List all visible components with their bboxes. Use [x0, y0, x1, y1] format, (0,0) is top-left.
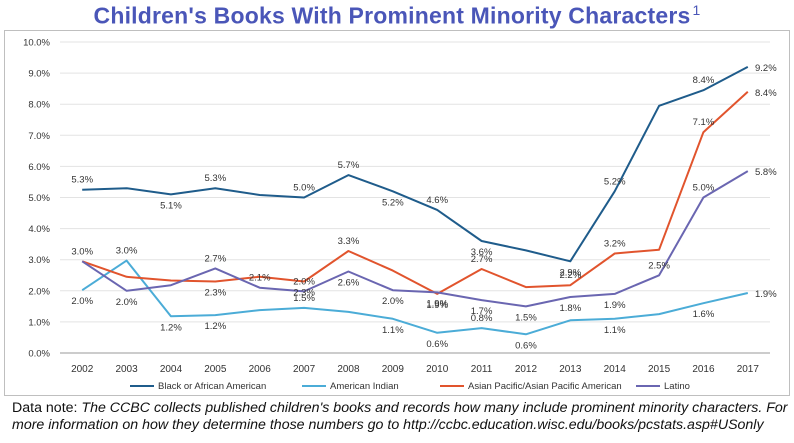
data-label: 0.6%	[515, 340, 537, 351]
x-tick-label: 2002	[71, 364, 94, 375]
series-lines	[81, 66, 749, 336]
y-tick-label: 7.0%	[28, 131, 50, 142]
data-label: 1.7%	[471, 306, 493, 317]
data-note-body: The CCBC collects published children's b…	[12, 400, 788, 433]
data-label: 2.0%	[382, 296, 404, 307]
data-label: 1.2%	[160, 322, 182, 333]
x-tick-label: 2004	[160, 364, 183, 375]
data-label: 1.8%	[559, 303, 581, 314]
x-axis-tick-labels: 2002 2003 2004 2005 2006 2007 2008 2009 2010 2011…	[71, 364, 759, 375]
data-labels: 5.3% 5.1% 5.3% 5.0% 5.7% 5.2% 4.6% 3.6% 2.9% 5.2%…	[71, 63, 777, 351]
line-chart: 0.0% 1.0% 2.0% 3.0% 4.0% 5.0% 6.0% 7.0% 8.0% 9.0%…	[23, 38, 777, 393]
data-label: 1.6%	[693, 309, 715, 320]
y-tick-label: 1.0%	[28, 317, 50, 328]
data-label: 5.7%	[338, 160, 360, 171]
data-label: 5.0%	[293, 183, 315, 194]
series-line-2	[81, 91, 749, 295]
x-tick-label: 2012	[515, 364, 538, 375]
data-label: 2.0%	[116, 297, 138, 308]
x-tick-label: 2005	[204, 364, 227, 375]
data-label: 2.3%	[204, 287, 226, 298]
data-label: 0.8%	[471, 313, 493, 324]
data-label: 2.6%	[338, 278, 360, 289]
data-label: 5.3%	[71, 175, 93, 186]
legend: Black or African American American Indian…	[130, 381, 690, 392]
data-label: 7.1%	[693, 117, 715, 128]
legend-label: Latino	[664, 381, 690, 392]
data-label: 0.6%	[426, 339, 448, 350]
y-tick-label: 3.0%	[28, 255, 50, 266]
y-tick-label: 4.0%	[28, 224, 50, 235]
data-label: 1.9%	[755, 289, 777, 300]
data-label: 3.6%	[471, 247, 493, 258]
x-tick-label: 2010	[426, 364, 449, 375]
data-label: 1.1%	[604, 325, 626, 336]
data-label: 3.2%	[604, 238, 626, 249]
data-label: 2.9%	[559, 267, 581, 278]
x-tick-label: 2003	[115, 364, 138, 375]
y-tick-label: 2.0%	[28, 286, 50, 297]
legend-label: Black or African American	[158, 381, 266, 392]
data-label: 5.1%	[160, 200, 182, 211]
y-axis-tick-labels: 0.0% 1.0% 2.0% 3.0% 4.0% 5.0% 6.0% 7.0% 8.0% 9.0%…	[23, 38, 50, 360]
series-line-1	[81, 259, 749, 336]
data-label: 2.0%	[293, 276, 315, 287]
x-tick-label: 2011	[471, 364, 493, 375]
x-tick-label: 2015	[648, 364, 671, 375]
data-note: Data note: The CCBC collects published c…	[12, 400, 788, 434]
y-tick-label: 0.0%	[28, 349, 50, 360]
x-tick-label: 2008	[337, 364, 360, 375]
series-line-3	[81, 170, 749, 308]
data-note-lead: Data note:	[12, 400, 78, 416]
y-tick-label: 9.0%	[28, 69, 50, 80]
gridlines	[60, 41, 770, 354]
data-label: 4.6%	[426, 195, 448, 206]
data-label: 5.3%	[204, 173, 226, 184]
data-label: 3.0%	[71, 246, 93, 257]
data-label: 2.3%	[293, 287, 315, 298]
data-label: 1.2%	[204, 321, 226, 332]
series-line-0	[82, 66, 749, 263]
legend-label: American Indian	[330, 381, 399, 392]
y-tick-label: 5.0%	[28, 193, 50, 204]
data-label: 2.2%	[559, 270, 581, 281]
x-tick-label: 2007	[293, 364, 316, 375]
data-label: 1.9%	[426, 298, 448, 309]
data-label: 1.1%	[382, 325, 404, 336]
chart-title: Children's Books With Prominent Minority…	[0, 2, 794, 30]
data-label: 2.5%	[648, 260, 670, 271]
data-label: 1.9%	[604, 300, 626, 311]
data-label: 1.5%	[515, 312, 537, 323]
chart-frame	[4, 30, 790, 396]
x-tick-label: 2013	[559, 364, 582, 375]
x-tick-label: 2006	[249, 364, 272, 375]
data-label: 5.2%	[604, 176, 626, 187]
data-label: 3.0%	[116, 246, 138, 257]
data-label: 2.7%	[204, 253, 226, 264]
legend-label: Asian Pacific/Asian Pacific American	[468, 381, 622, 392]
data-label: 1.5%	[293, 293, 315, 304]
x-tick-label: 2009	[382, 364, 405, 375]
data-label: 3.3%	[338, 236, 360, 247]
data-label: 9.2%	[755, 63, 777, 74]
y-tick-label: 6.0%	[28, 162, 50, 173]
data-label: 8.4%	[755, 88, 777, 99]
data-label: 8.4%	[693, 75, 715, 86]
data-label: 5.2%	[382, 197, 404, 208]
y-tick-label: 10.0%	[23, 38, 50, 49]
x-tick-label: 2014	[604, 364, 627, 375]
data-label: 2.0%	[71, 296, 93, 307]
y-tick-label: 8.0%	[28, 100, 50, 111]
title-footnote-marker: 1	[692, 2, 701, 18]
x-tick-label: 2016	[692, 364, 715, 375]
x-tick-label: 2017	[737, 364, 760, 375]
data-label: 1.9%	[426, 300, 448, 311]
data-label: 5.0%	[693, 183, 715, 194]
chart-title-text: Children's Books With Prominent Minority…	[93, 2, 691, 29]
data-label: 5.8%	[755, 167, 777, 178]
data-label: 2.7%	[471, 254, 493, 265]
data-label: 2.1%	[249, 273, 271, 284]
